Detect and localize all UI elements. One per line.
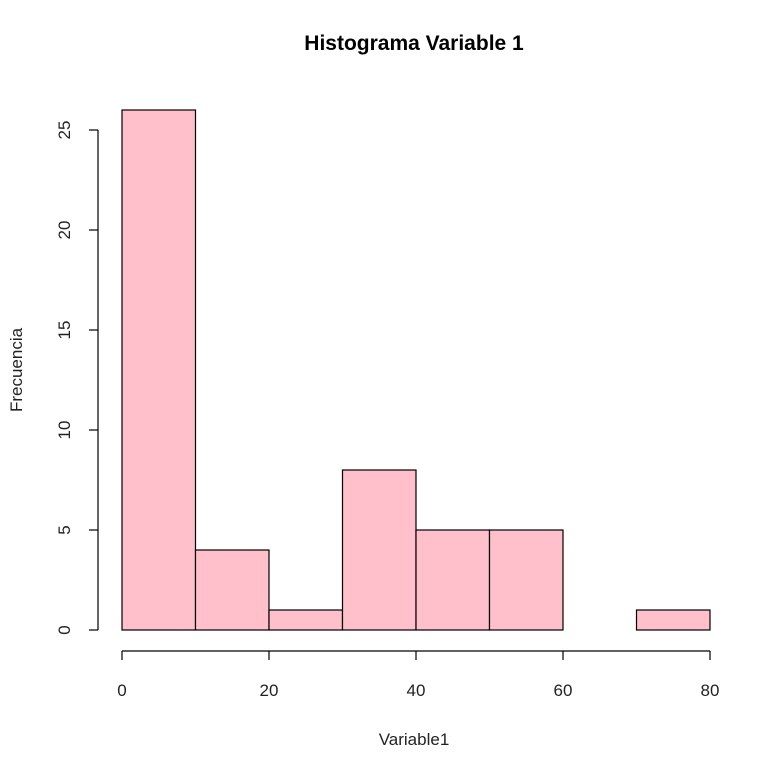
x-tick-label: 0 bbox=[117, 681, 126, 700]
x-axis-label: Variable1 bbox=[379, 730, 450, 749]
x-axis: 0 20 40 60 80 bbox=[117, 650, 720, 700]
y-tick-label: 10 bbox=[55, 421, 74, 440]
bars-group bbox=[121, 109, 711, 631]
x-tick-label: 20 bbox=[260, 681, 279, 700]
histogram-bar bbox=[488, 529, 564, 631]
x-tick-label: 80 bbox=[701, 681, 720, 700]
x-tick-label: 60 bbox=[554, 681, 573, 700]
y-tick-label: 20 bbox=[55, 221, 74, 240]
histogram-bar bbox=[268, 609, 344, 631]
y-axis: 0 5 10 15 20 25 bbox=[55, 121, 99, 635]
chart-title: Histograma Variable 1 bbox=[304, 32, 524, 55]
x-tick-label: 40 bbox=[407, 681, 426, 700]
histogram-bar bbox=[341, 469, 417, 631]
y-tick-label: 5 bbox=[55, 525, 74, 534]
histogram-bar bbox=[194, 549, 270, 631]
y-axis-label: Frecuencia bbox=[7, 327, 26, 412]
histogram-bar bbox=[415, 529, 491, 631]
histogram-bar bbox=[121, 109, 197, 631]
y-tick-label: 25 bbox=[55, 121, 74, 140]
y-tick-label: 0 bbox=[55, 625, 74, 634]
histogram-bar bbox=[635, 609, 711, 631]
y-tick-label: 15 bbox=[55, 321, 74, 340]
